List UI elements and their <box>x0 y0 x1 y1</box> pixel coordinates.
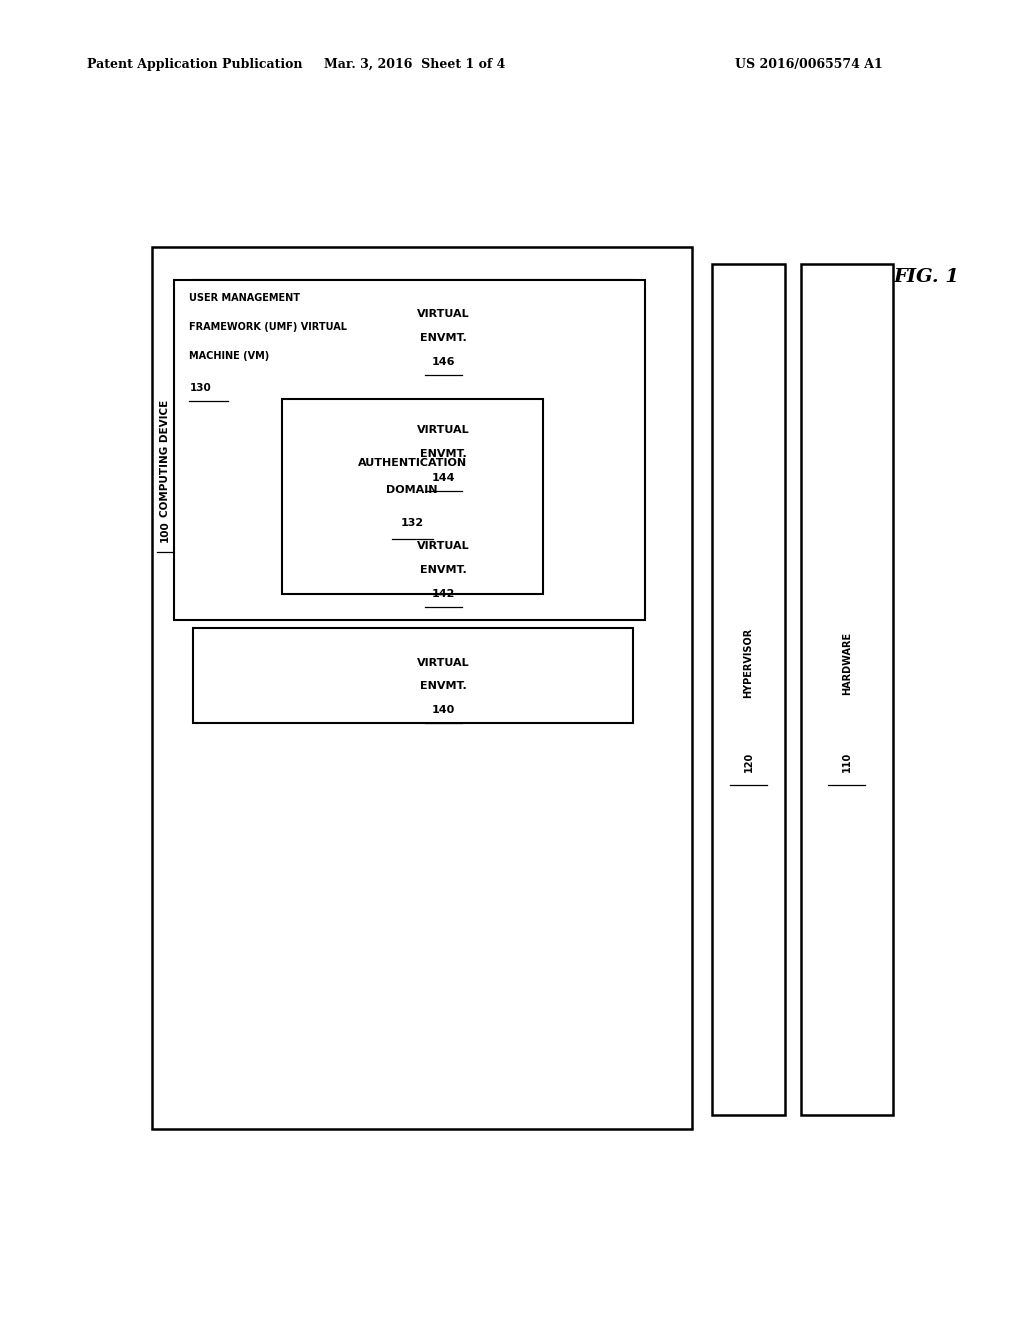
Text: US 2016/0065574 A1: US 2016/0065574 A1 <box>735 58 883 71</box>
Text: HARDWARE: HARDWARE <box>842 632 852 694</box>
Text: ENVMT.: ENVMT. <box>420 565 467 576</box>
Bar <box>193 396 633 491</box>
Bar <box>174 280 645 620</box>
Text: 132: 132 <box>400 517 424 528</box>
Text: FRAMEWORK (UMF) VIRTUAL: FRAMEWORK (UMF) VIRTUAL <box>189 322 347 333</box>
Text: 144: 144 <box>432 473 456 483</box>
Bar <box>712 264 785 1115</box>
Text: ENVMT.: ENVMT. <box>420 681 467 692</box>
Text: AUTHENTICATION: AUTHENTICATION <box>357 458 467 469</box>
Text: ENVMT.: ENVMT. <box>420 449 467 459</box>
Text: DOMAIN: DOMAIN <box>386 484 438 495</box>
Text: MACHINE (VM): MACHINE (VM) <box>189 351 269 362</box>
Text: 100: 100 <box>160 520 170 543</box>
Text: 130: 130 <box>189 383 211 393</box>
Bar <box>801 264 893 1115</box>
Text: 140: 140 <box>432 705 455 715</box>
Text: VIRTUAL: VIRTUAL <box>417 657 470 668</box>
Text: 110: 110 <box>842 752 852 772</box>
Text: COMPUTING DEVICE: COMPUTING DEVICE <box>160 400 170 517</box>
Text: Mar. 3, 2016  Sheet 1 of 4: Mar. 3, 2016 Sheet 1 of 4 <box>324 58 506 71</box>
Bar <box>193 280 633 375</box>
Text: ENVMT.: ENVMT. <box>420 333 467 343</box>
Text: 142: 142 <box>432 589 456 599</box>
Text: FIG. 1: FIG. 1 <box>894 268 959 286</box>
Text: VIRTUAL: VIRTUAL <box>417 309 470 319</box>
Text: VIRTUAL: VIRTUAL <box>417 425 470 436</box>
Text: Patent Application Publication: Patent Application Publication <box>87 58 302 71</box>
Bar <box>152 247 692 1129</box>
Text: USER MANAGEMENT: USER MANAGEMENT <box>189 293 300 304</box>
Bar <box>193 628 633 723</box>
Bar <box>282 399 543 594</box>
Bar <box>193 512 633 607</box>
Text: 120: 120 <box>743 752 754 772</box>
Text: VIRTUAL: VIRTUAL <box>417 541 470 552</box>
Text: HYPERVISOR: HYPERVISOR <box>743 628 754 698</box>
Text: 146: 146 <box>432 356 456 367</box>
